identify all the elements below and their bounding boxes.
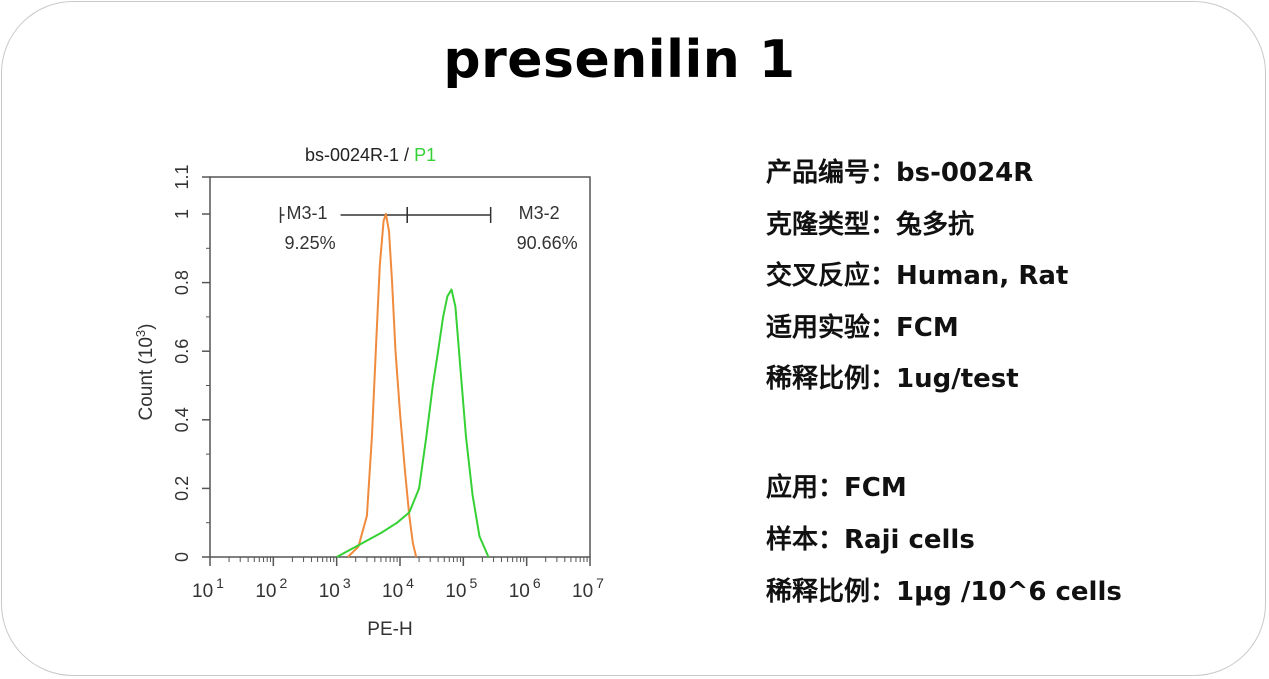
info-value: 兔多抗: [896, 209, 975, 240]
info-key: 适用实验：: [766, 312, 897, 343]
y-axis-label-close: ): [136, 323, 157, 329]
x-tick-base: 10: [445, 581, 466, 602]
x-tick-base: 10: [382, 581, 403, 602]
gate-label-bg: [284, 201, 341, 221]
y-tick-label: 0.2: [172, 476, 192, 501]
page-title: presenilin 1: [443, 30, 796, 90]
x-tick-base: 10: [319, 581, 340, 602]
histogram-series-2: [336, 288, 490, 558]
x-tick-base: 10: [509, 581, 530, 602]
x-tick-label: 10 5: [445, 575, 477, 602]
x-tick-exp: 7: [596, 575, 604, 591]
y-tick-label: 1: [172, 209, 192, 219]
chart-title: bs-0024R-1 / P1: [305, 145, 436, 165]
x-tick-base: 10: [572, 581, 593, 602]
gate-name: M3-2: [519, 203, 560, 223]
x-tick-label: 10 3: [319, 575, 351, 602]
chart-title-main: bs-0024R-1 /: [305, 145, 414, 165]
info-key: 稀释比例：: [766, 364, 897, 394]
info-value: FCM: [896, 312, 959, 343]
x-tick-exp: 1: [216, 575, 224, 591]
info-row: 适用实验：FCM: [766, 307, 959, 344]
x-tick-base: 10: [192, 581, 213, 602]
x-tick-exp: 5: [470, 575, 478, 591]
info-row: 产品编号：bs-0024R: [766, 152, 1033, 189]
x-tick-exp: 3: [343, 575, 351, 591]
x-tick-exp: 6: [533, 575, 541, 591]
info-row: 稀释比例：1ug/test: [766, 358, 1019, 395]
info-key: 产品编号：: [766, 158, 897, 188]
x-tick-label: 10 6: [509, 575, 541, 602]
y-tick-label: 0.8: [172, 270, 192, 295]
application-key: 应用：: [766, 473, 845, 503]
application-row: 稀释比例：1μg /10^6 cells: [766, 571, 1122, 608]
flow-cytometry-chart: bs-0024R-1 / P1 0 0.2 0.4 0.6 0.8 1 1.1 Count (1…: [133, 145, 604, 640]
x-tick-label: 10 4: [382, 575, 414, 602]
application-value: 1μg /10^6 cells: [896, 577, 1122, 607]
x-axis-label: PE-H: [367, 619, 412, 640]
application-row: 应用：FCM: [766, 467, 907, 504]
info-value: 1ug/test: [896, 364, 1019, 394]
y-tick-label: 0: [172, 552, 192, 562]
y-tick-label: 0.6: [172, 339, 192, 364]
application-value: FCM: [844, 473, 907, 503]
y-tick-label: 1.1: [172, 164, 192, 189]
gate-percent: 9.25%: [285, 233, 336, 253]
info-value: bs-0024R: [896, 158, 1034, 188]
info-row: 交叉反应：Human, Rat: [766, 255, 1068, 292]
y-axis-label: Count (103): [133, 323, 157, 420]
x-tick-label: 10 1: [192, 575, 224, 602]
info-row: 克隆类型：兔多抗: [766, 204, 974, 241]
x-tick-base: 10: [255, 581, 276, 602]
histogram-series-1: [347, 213, 418, 558]
application-row: 样本：Raji cells: [766, 519, 975, 556]
y-axis-label-text: Count (10: [136, 337, 157, 420]
application-value: Raji cells: [844, 525, 975, 555]
x-tick-label: 10 7: [572, 575, 604, 602]
info-value: Human, Rat: [896, 261, 1069, 291]
info-key: 交叉反应：: [766, 261, 897, 291]
y-axis-label-sup: 3: [133, 330, 148, 337]
chart-title-highlight: P1: [414, 145, 436, 165]
x-tick-exp: 4: [406, 575, 414, 591]
application-key: 稀释比例：: [766, 577, 897, 607]
gate-percent: 90.66%: [517, 233, 578, 253]
y-tick-label: 0.4: [172, 407, 192, 432]
application-key: 样本：: [766, 525, 845, 555]
gate-name: M3-1: [287, 203, 328, 223]
info-key: 克隆类型：: [766, 209, 897, 240]
x-tick-label: 10 2: [255, 575, 287, 602]
x-tick-exp: 2: [280, 575, 288, 591]
